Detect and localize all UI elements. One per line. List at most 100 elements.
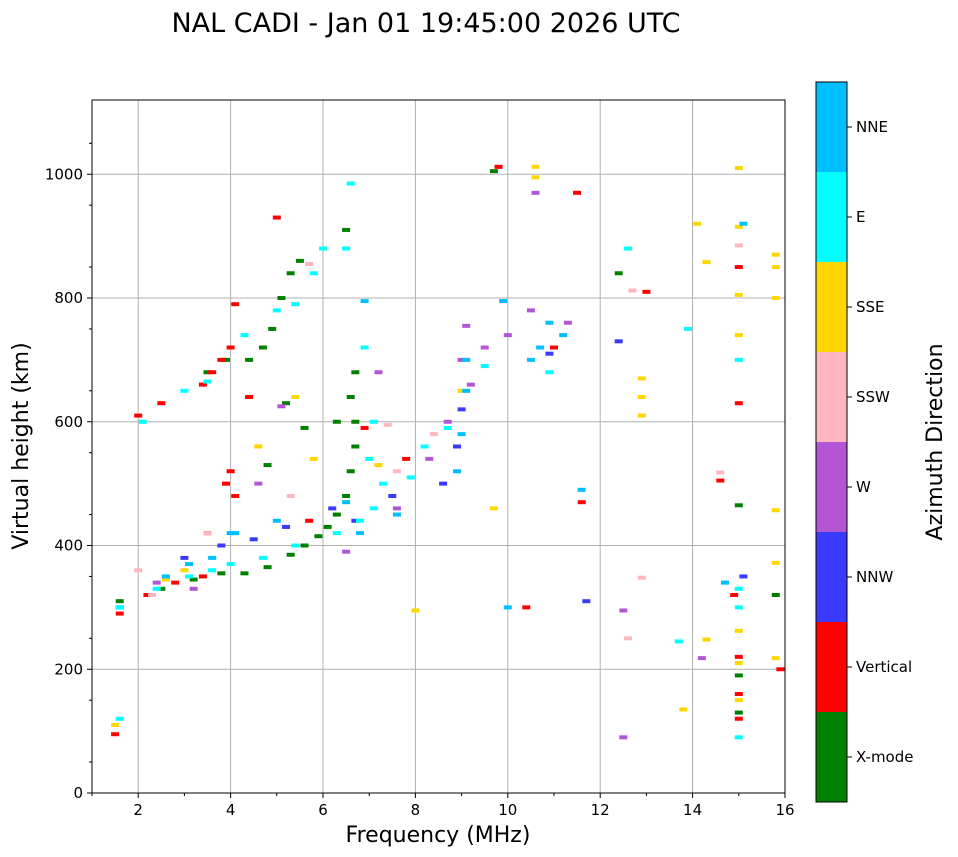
data-point-sse — [531, 164, 540, 169]
data-point-sse — [734, 333, 743, 338]
data-point-ssw — [734, 243, 743, 248]
data-point-w — [374, 370, 383, 375]
data-point-e — [208, 568, 217, 573]
data-point-nne — [462, 357, 471, 362]
y-tick-label: 1000 — [45, 165, 83, 183]
colorbar-segment — [816, 532, 847, 622]
data-point-nne — [462, 388, 471, 393]
data-point-x-mode — [734, 503, 743, 508]
data-point-x-mode — [614, 271, 623, 276]
data-point-vertical — [577, 500, 586, 505]
data-point-e — [734, 735, 743, 740]
data-point-nne — [499, 299, 508, 304]
data-point-e — [258, 555, 267, 560]
data-point-nnw — [582, 599, 591, 604]
data-point-e — [346, 181, 355, 186]
data-point-x-mode — [115, 599, 124, 604]
data-point-vertical — [115, 611, 124, 616]
data-point-nne — [272, 518, 281, 523]
data-point-nne — [355, 531, 364, 536]
data-point-vertical — [231, 494, 240, 498]
data-point-nnw — [328, 506, 337, 511]
data-point-sse — [489, 506, 498, 511]
data-point-vertical — [226, 469, 235, 474]
data-point-ssw — [305, 261, 314, 266]
data-point-e — [683, 326, 692, 331]
y-tick-label: 800 — [54, 289, 83, 307]
data-point-e — [291, 543, 300, 548]
data-point-x-mode — [346, 469, 355, 474]
data-point-e — [734, 605, 743, 610]
data-point-sse — [734, 698, 743, 703]
data-point-e — [734, 586, 743, 591]
data-point-e — [420, 444, 429, 449]
x-tick-label: 16 — [775, 801, 794, 819]
x-tick-label: 14 — [683, 801, 702, 819]
colorbar: X-mode Vertical NNW W SSW SSE E NNE — [815, 81, 913, 803]
colorbar-label: Vertical — [856, 658, 912, 676]
data-point-nne — [342, 500, 351, 505]
data-point-w — [466, 382, 475, 387]
data-point-sse — [702, 637, 711, 642]
data-point-w — [462, 323, 471, 328]
data-point-e — [480, 364, 489, 369]
data-point-nne — [208, 555, 217, 560]
data-point-sse — [693, 221, 702, 226]
data-point-x-mode — [342, 227, 351, 232]
data-point-vertical — [305, 518, 314, 523]
data-point-x-mode — [286, 271, 295, 276]
data-point-x-mode — [489, 169, 498, 174]
data-point-e — [185, 574, 194, 579]
data-point-x-mode — [734, 673, 743, 678]
data-point-x-mode — [295, 258, 304, 263]
data-point-nnw — [739, 574, 748, 579]
data-point-x-mode — [314, 534, 323, 539]
data-point-vertical — [231, 302, 240, 307]
data-point-sse — [637, 376, 646, 381]
data-point-x-mode — [346, 395, 355, 399]
data-point-vertical — [143, 593, 152, 597]
data-point-nne — [526, 357, 535, 362]
data-point-ssw — [383, 422, 392, 427]
data-point-w — [277, 404, 286, 409]
data-point-vertical — [642, 289, 651, 294]
data-point-sse — [457, 388, 466, 393]
data-point-e — [360, 345, 369, 350]
data-point-e — [623, 246, 632, 251]
data-point-sse — [309, 456, 318, 461]
data-point-vertical — [734, 654, 743, 659]
y-tick-label: 0 — [73, 784, 83, 802]
data-point-w — [526, 308, 535, 313]
data-point-e — [369, 419, 378, 424]
data-point-nnw — [249, 537, 258, 542]
data-point-e — [365, 456, 374, 461]
data-point-w — [392, 506, 401, 511]
y-axis-title: Virtual height (km) — [9, 342, 34, 549]
colorbar-segment — [816, 82, 847, 172]
data-point-vertical — [198, 382, 207, 387]
data-point-sse — [679, 707, 688, 712]
data-point-sse — [771, 656, 780, 661]
data-point-w — [619, 735, 628, 740]
data-point-nnw — [545, 351, 554, 356]
data-point-vertical — [217, 357, 226, 362]
data-point-nne — [536, 345, 545, 350]
data-point-sse — [734, 661, 743, 666]
data-point-x-mode — [217, 571, 226, 576]
x-tick-label: 2 — [133, 801, 143, 819]
data-point-vertical — [402, 456, 411, 461]
data-point-e — [291, 302, 300, 307]
data-point-vertical — [716, 478, 725, 483]
data-point-sse — [734, 292, 743, 297]
data-point-w — [480, 345, 489, 350]
data-point-w — [531, 190, 540, 195]
data-point-nnw — [282, 524, 291, 529]
data-point-nne — [185, 562, 194, 567]
data-point-e — [332, 531, 341, 536]
data-point-w — [342, 549, 351, 554]
data-point-x-mode — [332, 419, 341, 424]
data-point-sse — [291, 395, 300, 399]
data-point-nnw — [452, 444, 461, 449]
colorbar-label: SSE — [856, 298, 885, 316]
plot-frame — [91, 99, 786, 794]
